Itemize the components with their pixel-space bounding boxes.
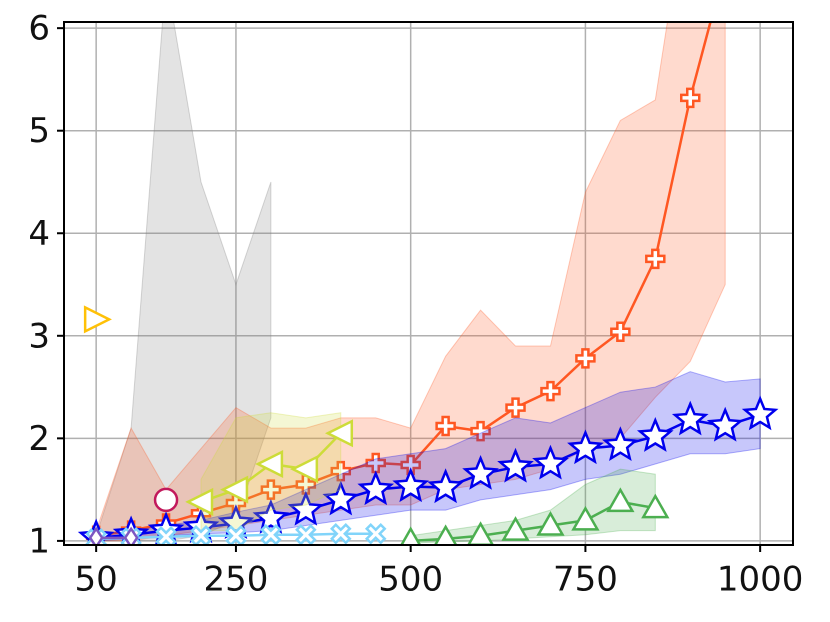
marker (575, 348, 596, 369)
marker (364, 522, 387, 545)
marker (610, 321, 631, 342)
marker (295, 474, 317, 495)
marker (536, 510, 565, 536)
tick-labels: 50 250 500 750 1000 1 2 3 4 5 6 (28, 9, 803, 600)
marker (680, 87, 701, 109)
marker (83, 305, 112, 334)
y-tick-label: 4 (28, 214, 50, 254)
marker (330, 460, 352, 482)
x-tick-label: 250 (203, 560, 268, 600)
marker (392, 467, 429, 503)
marker (123, 526, 139, 545)
marker (322, 480, 360, 516)
marker (260, 523, 282, 545)
marker (190, 525, 212, 545)
band (95, 22, 726, 542)
marker (706, 406, 744, 442)
x-tick-label: 500 (378, 560, 443, 600)
marker (671, 400, 709, 436)
band (95, 371, 761, 542)
marker (260, 479, 282, 500)
marker (645, 248, 666, 270)
marker (606, 487, 635, 513)
marker (741, 395, 779, 431)
marker (505, 397, 526, 418)
marker (290, 455, 319, 484)
marker (287, 490, 325, 526)
marker (185, 487, 214, 516)
marker (435, 415, 456, 437)
marker (153, 487, 179, 513)
marker (567, 429, 604, 465)
x-tick-label: 750 (553, 560, 618, 600)
y-tick-label: 2 (28, 419, 50, 459)
x-tick-label: 50 (75, 560, 118, 600)
marker (540, 380, 561, 402)
y-tick-label: 1 (28, 521, 50, 561)
marker (641, 493, 670, 519)
marker (155, 526, 177, 545)
marker (462, 454, 499, 490)
marker (365, 452, 386, 474)
marker (220, 475, 249, 504)
marker (602, 426, 639, 462)
y-tick-label: 3 (28, 316, 50, 356)
marker (252, 499, 290, 534)
marker (330, 522, 352, 545)
marker (295, 523, 317, 545)
plot-area (77, 22, 779, 545)
marker (427, 468, 464, 504)
marker (357, 470, 395, 506)
marker (497, 447, 534, 483)
marker (324, 419, 354, 448)
axes-frame (63, 21, 794, 546)
marker (225, 525, 247, 545)
marker (88, 526, 104, 545)
x-tick-label: 1000 (717, 560, 804, 600)
marker (400, 526, 422, 545)
y-tick-label: 5 (28, 111, 50, 151)
marker (571, 505, 600, 531)
marker (255, 449, 284, 479)
y-tick-label: 6 (28, 9, 50, 49)
marker (501, 516, 530, 541)
marker (433, 524, 458, 545)
marker (400, 454, 421, 476)
marker (532, 444, 569, 480)
marker (470, 420, 491, 442)
marker (636, 417, 674, 452)
